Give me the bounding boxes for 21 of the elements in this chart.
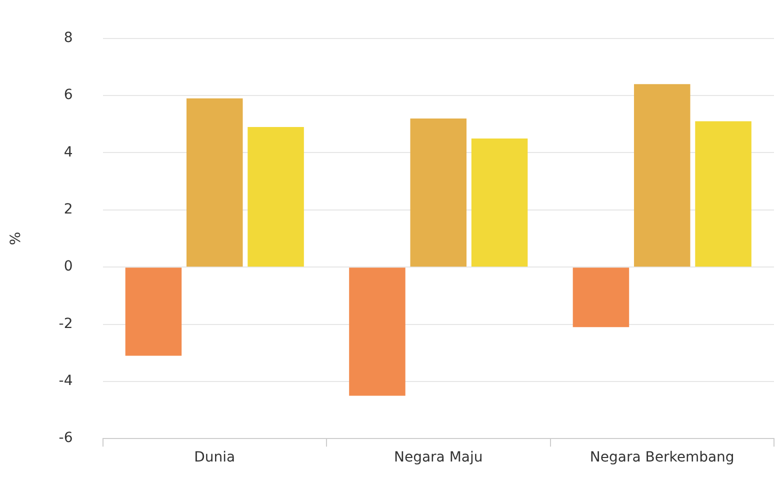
y-tick-label: 8 (64, 30, 73, 46)
bar (695, 121, 752, 267)
bar (410, 118, 467, 267)
bar (634, 84, 690, 267)
y-tick-label: -4 (58, 373, 73, 390)
x-tick-label: Negara Maju (394, 450, 483, 466)
y-tick-label: -2 (58, 316, 73, 332)
x-tick-label: Negara Berkembang (590, 450, 734, 466)
bar (125, 268, 182, 356)
bar (186, 98, 243, 267)
y-axis-title: % (8, 232, 24, 246)
bar (349, 268, 406, 396)
y-tick-label: 6 (64, 87, 73, 104)
bar (471, 138, 528, 267)
y-tick-label: 4 (64, 144, 73, 160)
y-tick-label: -6 (58, 430, 73, 446)
bar (572, 268, 630, 328)
bar (248, 127, 304, 267)
y-tick-label: 2 (64, 202, 73, 218)
x-tick-label: Dunia (194, 450, 236, 466)
y-tick-label: 0 (64, 258, 73, 275)
